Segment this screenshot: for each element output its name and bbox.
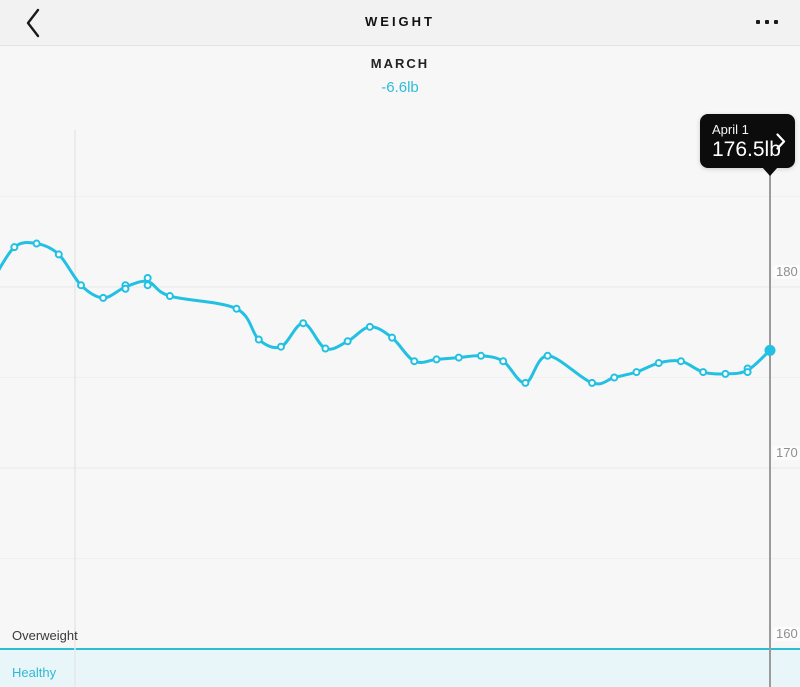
data-point-marker[interactable] <box>77 281 85 290</box>
data-point-marker[interactable] <box>299 319 308 328</box>
chevron-left-icon <box>26 8 40 38</box>
ellipsis-icon <box>756 20 760 24</box>
data-point-marker[interactable] <box>10 243 19 252</box>
data-point-marker[interactable] <box>743 368 752 377</box>
month-label: MARCH <box>370 56 430 71</box>
ellipsis-icon <box>774 20 778 24</box>
weight-line <box>0 241 772 386</box>
data-point-marker[interactable] <box>676 357 685 366</box>
data-point-marker[interactable] <box>410 357 419 366</box>
data-point-marker[interactable] <box>121 284 130 293</box>
period-header: MARCH -6.6lb <box>0 46 800 96</box>
tooltip-date: April 1 <box>712 122 749 137</box>
selected-point-tooltip[interactable]: April 1 176.5lb <box>700 114 795 176</box>
healthy-zone-label: Healthy <box>12 665 57 680</box>
data-point-marker[interactable] <box>499 357 508 366</box>
data-point-marker[interactable] <box>99 293 108 302</box>
data-point-marker[interactable] <box>365 322 374 331</box>
data-point-marker[interactable] <box>254 335 263 344</box>
data-point-marker[interactable] <box>543 351 552 360</box>
tooltip-value: 176.5lb <box>712 138 781 161</box>
top-bar: WEIGHT <box>0 0 800 46</box>
chevron-right-icon <box>776 133 786 150</box>
data-point-marker[interactable] <box>232 304 241 313</box>
y-axis-label: 170 <box>773 446 800 460</box>
data-point-marker[interactable] <box>699 368 708 377</box>
data-point-marker[interactable] <box>521 378 530 387</box>
data-point-marker[interactable] <box>588 378 597 387</box>
data-point-marker[interactable] <box>143 273 152 282</box>
data-point-marker[interactable] <box>165 292 174 301</box>
data-point-marker[interactable] <box>454 353 463 362</box>
data-point-marker[interactable] <box>610 373 619 382</box>
overweight-zone-label: Overweight <box>12 628 78 643</box>
data-point-marker[interactable] <box>632 368 641 377</box>
data-point-marker[interactable] <box>721 369 730 378</box>
data-point-marker[interactable] <box>343 337 352 346</box>
data-point-marker[interactable] <box>276 342 285 351</box>
data-point-marker[interactable] <box>654 359 663 368</box>
data-point-marker[interactable] <box>388 333 397 342</box>
data-point-marker[interactable] <box>143 281 152 290</box>
ellipsis-icon <box>765 20 769 24</box>
weight-chart-area: 180 170 160 Overweight Healthy April 1 176… <box>0 100 800 687</box>
data-point-marker[interactable] <box>432 355 441 364</box>
weight-delta-label: -6.6lb <box>381 79 419 96</box>
data-point-marker[interactable] <box>54 250 63 259</box>
y-axis-label: 180 <box>773 265 800 279</box>
selected-data-point[interactable] <box>764 344 776 356</box>
data-point-marker[interactable] <box>321 344 330 353</box>
data-point-marker[interactable] <box>476 351 485 360</box>
y-axis-label: 160 <box>773 627 800 641</box>
more-options-button[interactable] <box>752 12 782 32</box>
page-title: WEIGHT <box>365 14 435 29</box>
weight-chart[interactable] <box>0 100 800 687</box>
data-point-marker[interactable] <box>32 239 41 248</box>
back-button[interactable] <box>22 8 44 38</box>
healthy-zone-band <box>0 649 800 687</box>
